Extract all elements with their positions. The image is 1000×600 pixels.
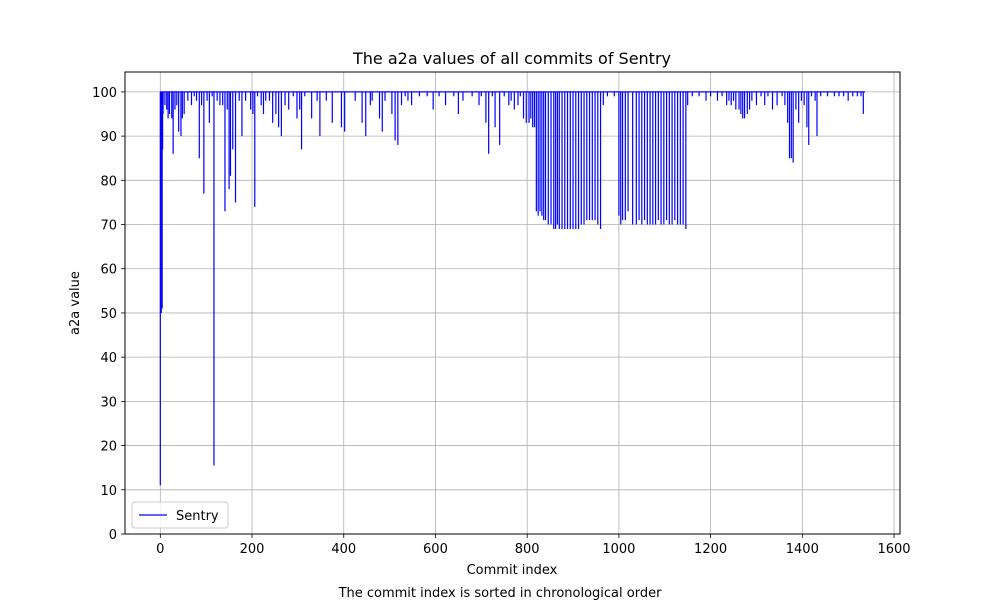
x-tick-label: 600 (423, 542, 448, 557)
y-tick-label: 60 (100, 263, 117, 278)
y-tick-label: 100 (92, 86, 117, 101)
y-tick-label: 90 (100, 130, 117, 145)
y-axis-ticks: 0 10 20 30 40 50 60 70 80 90 100 (92, 86, 125, 543)
legend-label-sentry: Sentry (176, 509, 219, 524)
chart-title: The a2a values of all commits of Sentry (352, 49, 671, 68)
x-axis-label: Commit index (467, 563, 558, 578)
plot-frame (124, 71, 901, 535)
x-tick-label: 200 (240, 542, 265, 557)
y-tick-label: 30 (100, 395, 117, 410)
legend-box (131, 501, 229, 529)
x-axis-ticks: 0 200 400 600 800 1000 1200 1400 1600 (156, 534, 911, 557)
y-tick-label: 0 (109, 528, 117, 543)
y-tick-label: 40 (100, 351, 117, 366)
y-tick-label: 50 (100, 307, 117, 322)
x-tick-label: 1600 (877, 542, 910, 557)
x-tick-label: 1200 (694, 542, 727, 557)
y-axis-label: a2a value (68, 271, 83, 335)
chart-caption: The commit index is sorted in chronologi… (338, 586, 663, 600)
series-sentry (159, 91, 866, 486)
y-tick-label: 10 (100, 484, 117, 499)
y-tick-label: 80 (100, 174, 117, 189)
legend: Sentry (131, 501, 229, 529)
y-tick-label: 70 (100, 219, 117, 234)
x-tick-label: 1400 (786, 542, 819, 557)
x-tick-label: 400 (331, 542, 356, 557)
x-tick-label: 800 (515, 542, 540, 557)
y-tick-label: 20 (100, 440, 117, 455)
x-tick-label: 1000 (602, 542, 635, 557)
x-tick-label: 0 (156, 542, 164, 557)
